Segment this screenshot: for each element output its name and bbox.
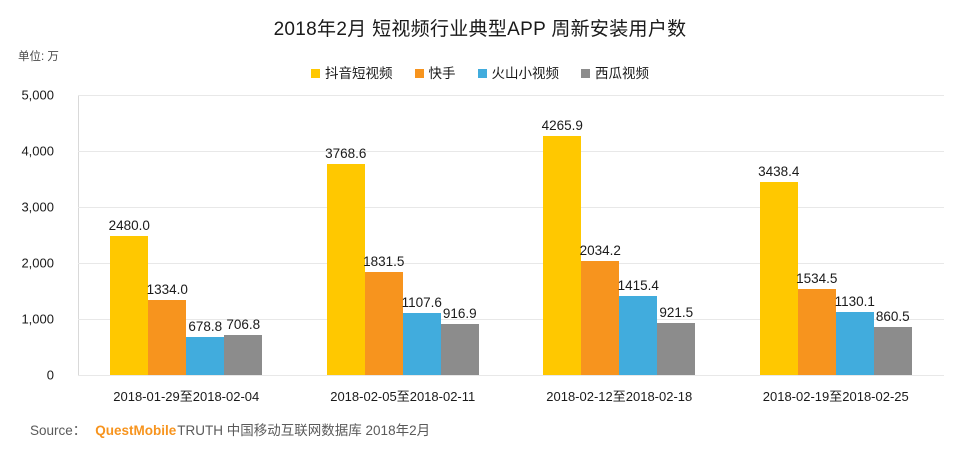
x-axis-tick-label: 2018-02-05至2018-02-11 <box>330 389 476 404</box>
x-axis-tick-label: 2018-02-12至2018-02-18 <box>546 389 693 404</box>
bar-value-label: 678.8 <box>188 319 223 334</box>
legend-swatch-icon <box>311 69 320 79</box>
legend-label: 火山小视频 <box>491 66 560 81</box>
y-axis-tick-label: 4,000 <box>21 143 54 159</box>
x-axis-tick-label: 2018-01-29至2018-02-04 <box>113 389 260 404</box>
bar-2[interactable] <box>148 300 187 375</box>
source-label: Source： <box>30 423 87 438</box>
y-axis-tick-label: 3,000 <box>21 199 54 215</box>
bar-3[interactable] <box>835 311 874 375</box>
bar-4[interactable] <box>224 335 263 375</box>
gridline <box>78 263 944 264</box>
bar-group: 3438.4 1534.5 1130.1 860.5 <box>758 95 912 375</box>
bar-2[interactable] <box>797 289 836 375</box>
bar-1[interactable] <box>110 236 149 375</box>
y-axis-tick-label: 2,000 <box>21 255 54 271</box>
bar-value-label: 921.5 <box>659 305 694 321</box>
legend-item-3[interactable]: 火山小视频 <box>477 66 560 81</box>
bar-1[interactable] <box>543 136 582 375</box>
legend-label: 西瓜视频 <box>595 66 649 81</box>
legend-label: 抖音短视频 <box>325 66 393 81</box>
bar-group: 3768.6 1831.5 1107.6 916.9 <box>325 95 479 375</box>
y-axis-tick-label: 5,000 <box>21 87 54 103</box>
bar-value-label: 1107.6 <box>401 294 442 310</box>
y-axis-tick-label: 0 <box>46 367 54 383</box>
bar-value-label: 1130.1 <box>834 293 875 309</box>
gridline <box>78 375 944 376</box>
y-axis-unit-label: 单位: 万 <box>18 51 59 63</box>
legend-item-1[interactable]: 抖音短视频 <box>311 67 393 81</box>
legend-swatch-icon <box>581 69 590 79</box>
bar-value-label: 2034.2 <box>579 243 621 259</box>
bar-group: 2480.0 1334.0 678.8 706.8 <box>108 95 263 375</box>
bar-value-label: 4265.9 <box>541 118 583 134</box>
bar-3[interactable] <box>186 337 225 375</box>
bar-value-label: 3768.6 <box>325 145 367 161</box>
page-title: 2018年2月 短视频行业典型APP 周新安装用户数 <box>273 19 687 40</box>
source-description: TRUTH 中国移动互联网数据库 2018年2月 <box>177 423 431 438</box>
legend-label: 快手 <box>428 66 456 81</box>
bar-1[interactable] <box>759 182 798 375</box>
source-footer: Source： QuestMobile TRUTH 中国移动互联网数据库 201… <box>30 419 430 439</box>
plot-area: 0 1,000 2,000 3,000 4,000 5,000 2480.0 1334.0 67… <box>21 88 944 383</box>
bar-value-label: 1334.0 <box>146 282 188 298</box>
bar-group: 4265.9 2034.2 1415.4 921.5 <box>541 95 696 375</box>
bar-value-label: 706.8 <box>226 317 261 333</box>
x-axis-tick-label: 2018-02-19至2018-02-25 <box>762 389 909 404</box>
bar-3[interactable] <box>619 295 658 375</box>
gridline <box>78 151 944 152</box>
bar-value-label: 2480.0 <box>108 218 150 234</box>
legend-item-4[interactable]: 西瓜视频 <box>581 67 649 81</box>
source-brand: QuestMobile <box>95 423 177 438</box>
bar-value-label: 1831.5 <box>363 254 405 270</box>
legend-swatch-icon <box>477 69 487 79</box>
legend-item-2[interactable]: 快手 <box>414 66 456 81</box>
bar-1[interactable] <box>326 163 365 375</box>
bar-value-label: 860.5 <box>875 308 910 324</box>
bar-value-label: 1415.4 <box>617 277 659 293</box>
y-axis-tick-label: 1,000 <box>21 311 54 327</box>
chart-legend: 抖音短视频 快手 火山小视频 西瓜视频 <box>0 67 960 81</box>
legend-swatch-icon <box>414 69 424 79</box>
gridline <box>78 319 944 320</box>
bar-2[interactable] <box>581 261 620 375</box>
bar-4[interactable] <box>657 323 696 375</box>
bar-value-label: 916.9 <box>442 305 477 321</box>
bar-value-label: 1534.5 <box>796 271 838 287</box>
bar-4[interactable] <box>440 323 479 375</box>
gridline <box>78 95 944 96</box>
bar-4[interactable] <box>873 326 912 375</box>
gridline <box>78 207 944 208</box>
bar-2[interactable] <box>364 272 403 375</box>
bar-value-label: 3438.4 <box>758 164 800 180</box>
y-axis-line <box>78 95 79 376</box>
bar-3[interactable] <box>402 312 441 375</box>
